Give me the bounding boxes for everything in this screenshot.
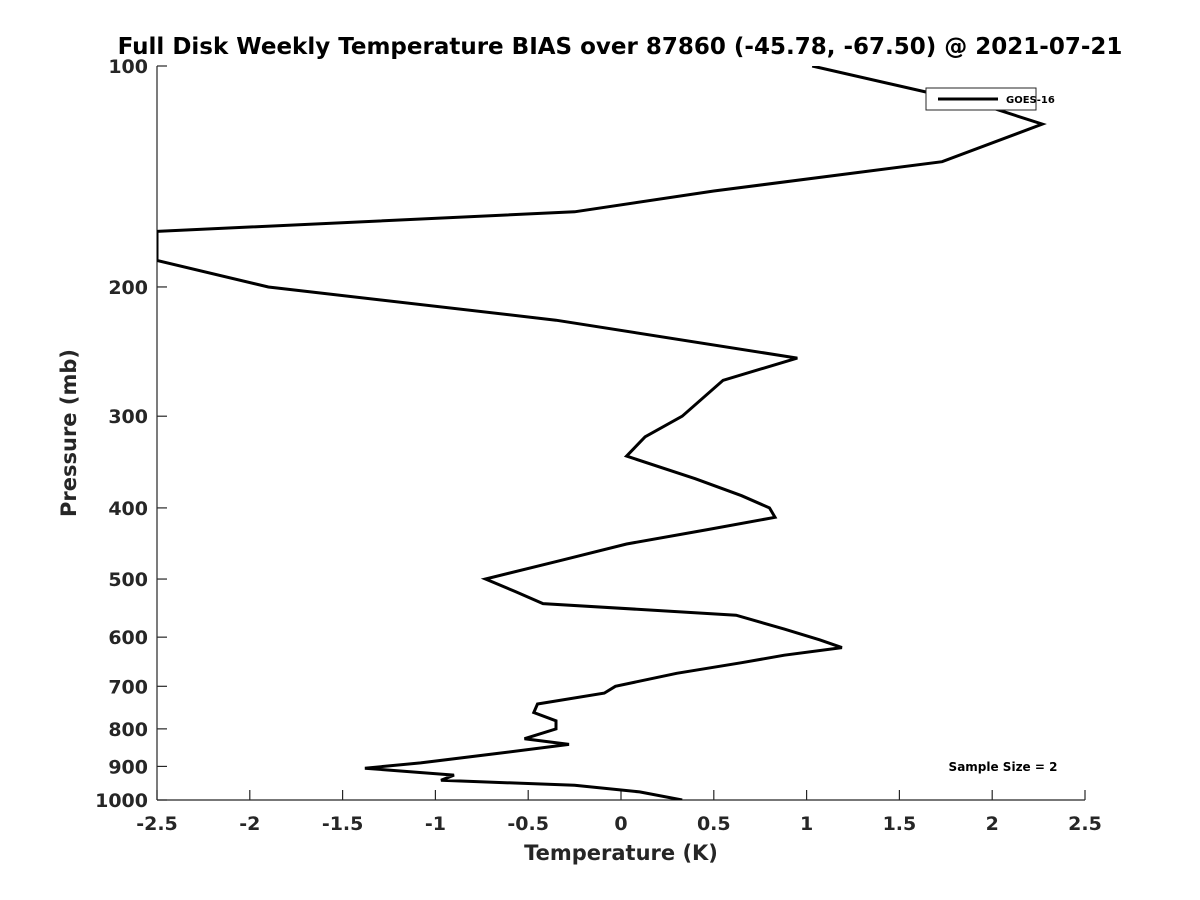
y-tick-label: 500 <box>108 569 148 591</box>
y-axis-label: Pressure (mb) <box>57 349 81 517</box>
x-tick-label: 2.5 <box>1068 813 1102 835</box>
x-tick-label: -0.5 <box>507 813 549 835</box>
x-tick-label: -1.5 <box>322 813 364 835</box>
y-tick-label: 300 <box>108 406 148 428</box>
y-tick-label: 900 <box>108 756 148 778</box>
y-tick-label: 600 <box>108 627 148 649</box>
x-tick-label: 0 <box>614 813 627 835</box>
x-tick-label: -2 <box>239 813 260 835</box>
y-tick-label: 400 <box>108 498 148 520</box>
x-tick-label: 1 <box>800 813 813 835</box>
x-tick-label: -2.5 <box>136 813 178 835</box>
series-line-goes-16 <box>157 66 1047 800</box>
legend-label: GOES-16 <box>1006 95 1055 106</box>
x-tick-label: 1.5 <box>883 813 917 835</box>
y-tick-label: 1000 <box>95 790 148 812</box>
y-tick-label: 200 <box>108 277 148 299</box>
legend: GOES-16 <box>925 87 1055 111</box>
y-tick-label: 800 <box>108 719 148 741</box>
sample-size-annotation: Sample Size = 2 <box>949 760 1058 774</box>
x-axis-label: Temperature (K) <box>524 841 718 865</box>
x-tick-label: -1 <box>425 813 446 835</box>
x-tick-label: 2 <box>986 813 999 835</box>
y-tick-label: 100 <box>108 56 148 78</box>
y-tick-label: 700 <box>108 676 148 698</box>
series-layer <box>157 66 1047 800</box>
axes: -2.5 -2 -1.5 -1 -0.5 0 0.5 1 1.5 2 2.5 100 200 300 400… <box>95 56 1102 835</box>
x-tick-label: 0.5 <box>697 813 731 835</box>
chart-title: Full Disk Weekly Temperature BIAS over 8… <box>118 34 1123 60</box>
